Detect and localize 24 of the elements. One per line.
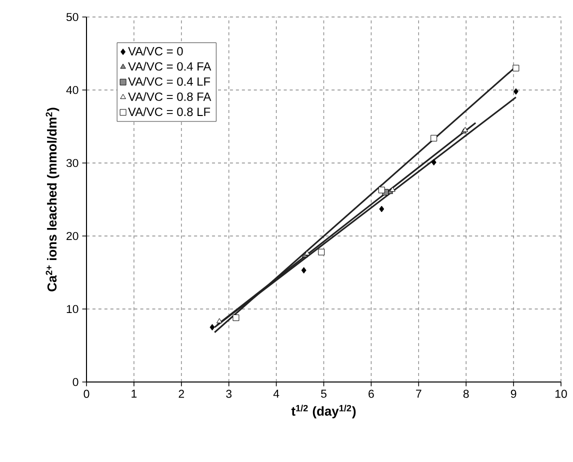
- x-tick-label: 6: [368, 390, 374, 398]
- x-tick-label: 1: [132, 390, 137, 398]
- x-tick-label: 3: [226, 390, 232, 398]
- y-axis-title: Ca$^{2+}$ ions leached (mmol/dm$^{2}$): [46, 108, 60, 292]
- x-tick-label: 2: [178, 390, 184, 398]
- x-tick-label: 0: [84, 390, 90, 398]
- x-axis-title: t$^{1/2}$ (day$^{1/2}$): [291, 404, 356, 418]
- y-tick-label: 50: [66, 12, 78, 22]
- legend-label: VA/VC = 0: [128, 46, 183, 56]
- x-tick-label: 4: [273, 390, 280, 398]
- x-tick-label: 7: [416, 390, 422, 398]
- x-tick-label: 9: [510, 390, 516, 398]
- x-tick-label: 8: [463, 390, 469, 398]
- y-tick-label: 40: [66, 86, 78, 94]
- y-tick-label: 20: [66, 232, 78, 240]
- x-tick-label: 5: [321, 390, 326, 398]
- x-tick-label: 10: [556, 390, 567, 398]
- legend-label: VA/VC = 0.4 LF: [128, 77, 210, 86]
- y-tick-label: 10: [66, 304, 78, 314]
- legend-label: VA/VC = 0.4 FA: [128, 62, 212, 71]
- y-tick-label: 0: [72, 378, 78, 386]
- legend-label: VA/VC = 0.8 FA: [128, 92, 212, 101]
- legend-label: VA/VC = 0.8 LF: [128, 107, 210, 116]
- y-tick-label: 30: [66, 158, 78, 168]
